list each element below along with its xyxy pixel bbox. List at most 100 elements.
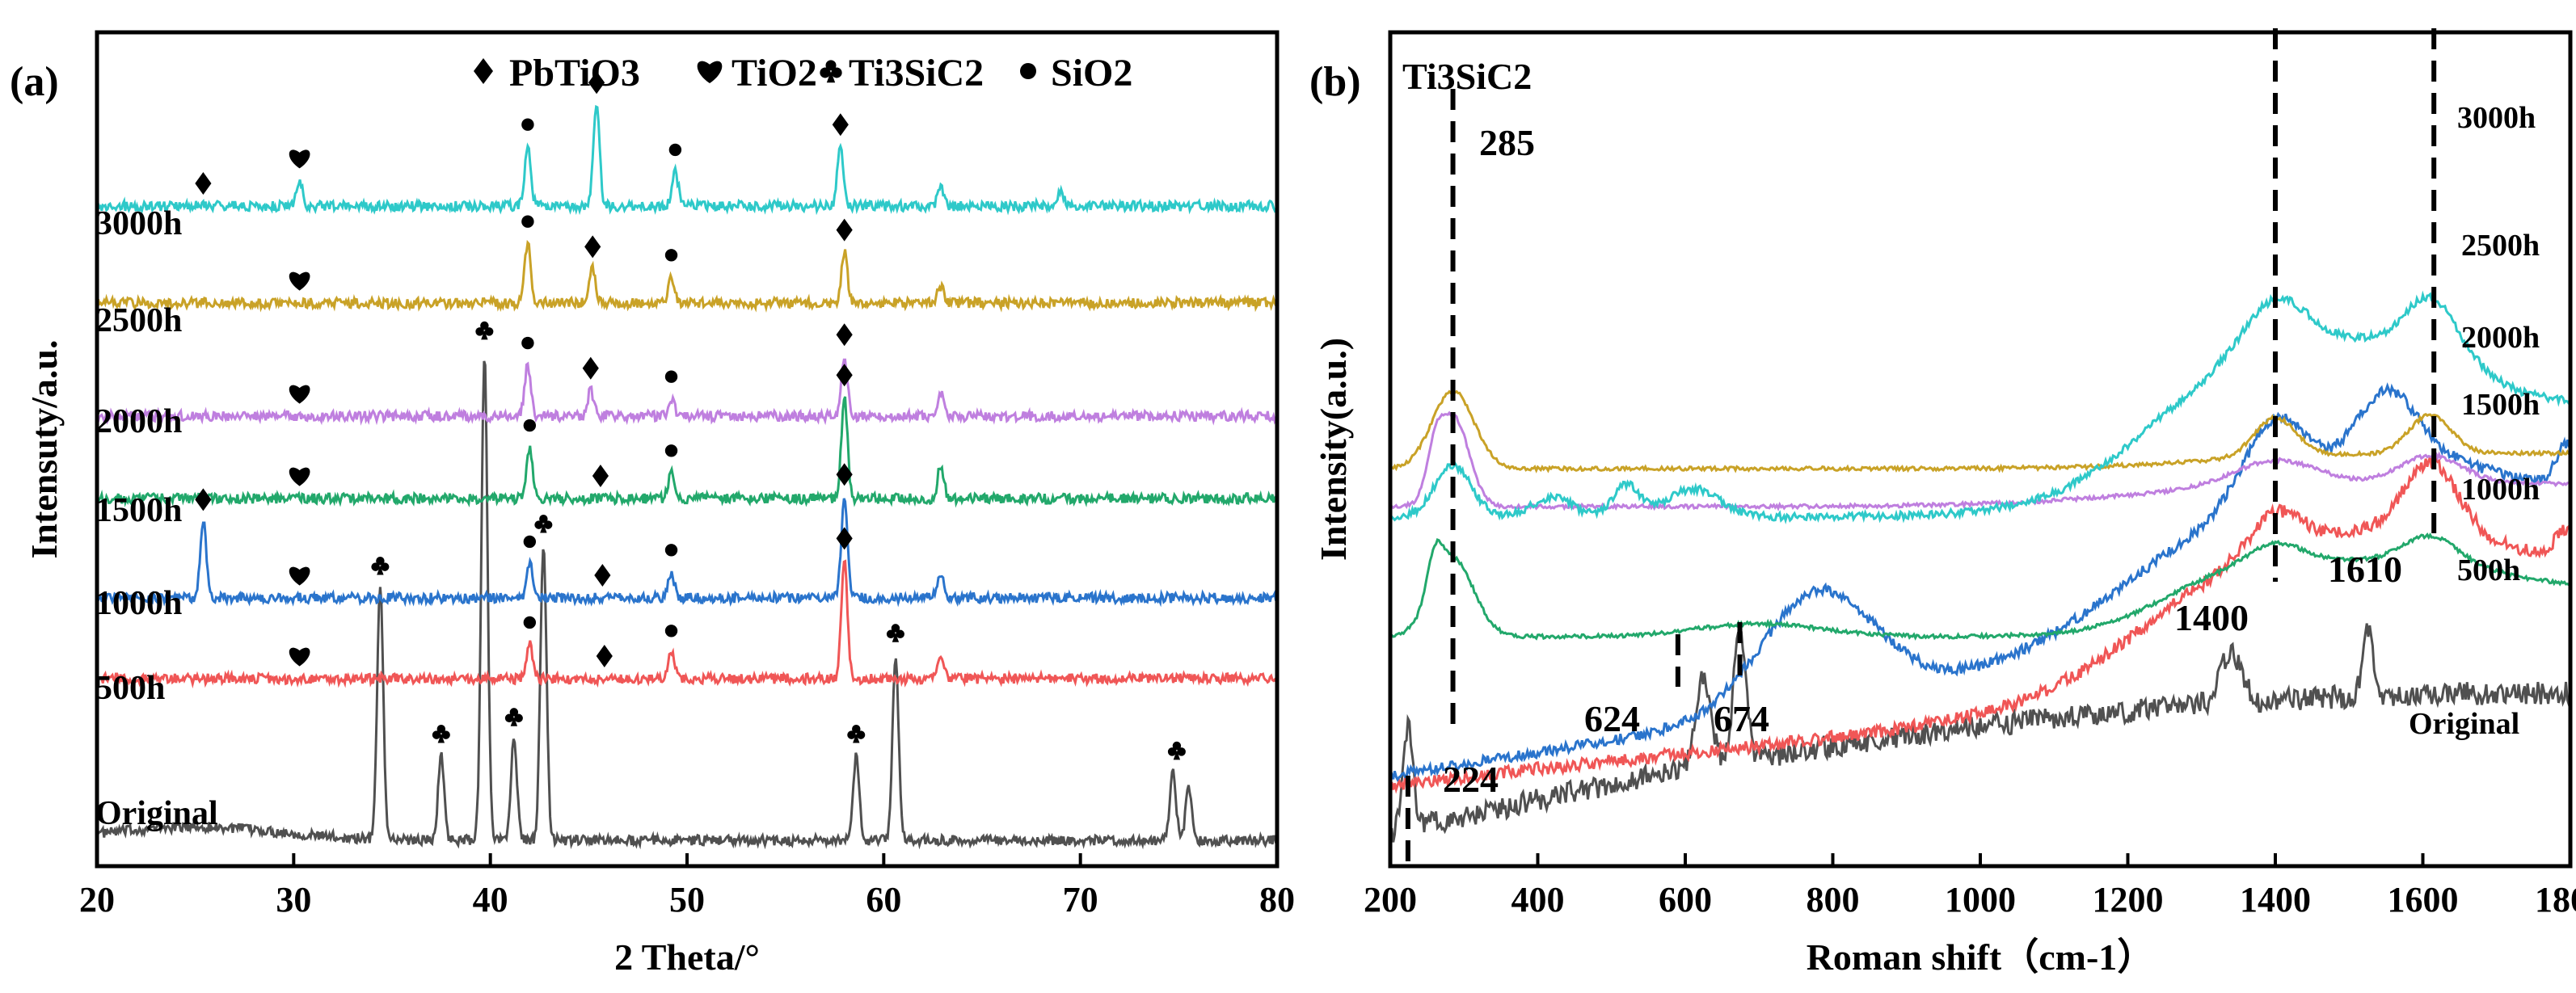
- xrd-series-labels: Original 500h 1000h 1500h 2000h 2500h 3000h: [95, 205, 218, 832]
- legend-item-sio2: SiO2: [1020, 52, 1132, 95]
- xrd-curve-2500h: [95, 239, 1277, 313]
- club-stem: [510, 717, 518, 726]
- xrd-curve-2000h: [96, 358, 1277, 426]
- raman-curve-2000h: [1389, 410, 2571, 512]
- xrd-x-tick-label: 20: [79, 880, 115, 919]
- xrd-x-tick-label: 80: [1259, 880, 1295, 919]
- xrd-x-axis: 20 30 40 50 60 70 80: [79, 853, 1295, 919]
- circle-icon: [523, 419, 537, 432]
- circle-icon: [664, 544, 678, 557]
- raman-x-tick-label: 600: [1659, 880, 1712, 919]
- raman-curve-1000h: [1389, 382, 2570, 782]
- panel-b-label: (b): [1309, 59, 1361, 105]
- raman-x-tick-label: 200: [1364, 880, 1417, 919]
- diamond-icon: [592, 465, 609, 487]
- circle-icon: [523, 535, 537, 549]
- club-icon: [886, 624, 904, 642]
- club-stem: [481, 330, 488, 340]
- raman-series-labels: Original 500h 1000h 1500h 2000h 2500h 3000h: [2409, 101, 2540, 741]
- diamond-icon: [582, 356, 599, 380]
- raman-x-tick-label: 800: [1807, 880, 1860, 919]
- club-lobe: [539, 514, 548, 524]
- xrd-x-tick-label: 70: [1063, 880, 1098, 919]
- club-lobe: [436, 724, 446, 734]
- club-icon: [504, 708, 523, 726]
- raman-plot-frame: [1388, 30, 2573, 869]
- raman-x-tick-label: 1000: [1945, 880, 2016, 919]
- raman-x-tick-label: 1200: [2093, 880, 2164, 919]
- circle-icon: [664, 625, 678, 637]
- club-lobe: [543, 520, 553, 529]
- club-lobe: [376, 556, 385, 566]
- club-stem: [853, 734, 860, 743]
- club-stem: [1173, 750, 1181, 760]
- raman-x-tick-label: 1600: [2388, 880, 2459, 919]
- xrd-curves: [95, 104, 1277, 850]
- xrd-series-label-original: Original: [95, 795, 218, 832]
- diamond-icon: [836, 364, 853, 387]
- heart-icon: [289, 385, 310, 404]
- club-icon: [432, 724, 450, 743]
- xrd-series-label-2500h: 2500h: [95, 302, 182, 339]
- diamond-icon: [195, 172, 212, 195]
- club-lobe: [514, 713, 523, 723]
- diamond-icon: [596, 645, 613, 667]
- xrd-curve-original: [95, 360, 1277, 850]
- diamond-icon: [474, 58, 493, 84]
- club-lobe: [825, 60, 837, 71]
- club-lobe: [441, 730, 450, 739]
- legend-item-ti3sic2: Ti3SiC2: [820, 52, 984, 95]
- club-lobe: [896, 629, 904, 639]
- xrd-x-axis-label: 2 Theta/°: [614, 936, 760, 978]
- legend-item-pbtio3: PbTiO3: [474, 52, 640, 95]
- club-stem: [437, 734, 445, 743]
- raman-peak-labels: 285 224 624 674 1400 1610: [1443, 122, 2402, 800]
- xrd-series-label-1000h: 1000h: [95, 585, 182, 622]
- xrd-x-tick-label: 30: [276, 880, 311, 919]
- panel-a-label: (a): [10, 59, 59, 105]
- club-icon: [475, 321, 494, 340]
- club-lobe: [509, 708, 519, 717]
- club-lobe: [891, 624, 900, 633]
- heart-icon: [289, 271, 310, 291]
- svg-text:PbTiO3: PbTiO3: [509, 52, 640, 95]
- raman-curve-500h: [1389, 456, 2572, 794]
- club-icon: [847, 724, 866, 743]
- raman-peak-label-1400: 1400: [2174, 597, 2249, 638]
- xrd-x-tick-label: 60: [866, 880, 901, 919]
- raman-y-axis-label: Intensity(a.u.): [1313, 338, 1354, 561]
- raman-series-label-3000h: 3000h: [2457, 101, 2536, 135]
- circle-icon: [521, 118, 534, 131]
- circle-icon: [664, 249, 678, 262]
- club-lobe: [847, 730, 856, 739]
- heart-icon: [289, 566, 310, 586]
- diamond-icon: [584, 235, 601, 259]
- raman-panel: (b) Original 500h 1000h 1500h 2000h 2500h 3000…: [1309, 28, 2576, 978]
- raman-curve-3000h: [1389, 290, 2572, 524]
- club-lobe: [480, 321, 489, 330]
- legend-label-ti3sic2: Ti3SiC2: [849, 52, 984, 95]
- club-stem: [377, 566, 384, 575]
- xrd-y-axis-label: Intensuty/a.u.: [23, 340, 65, 559]
- circle-icon: [523, 616, 537, 629]
- circle-icon: [664, 444, 678, 457]
- raman-peak-label-624: 624: [1584, 698, 1640, 739]
- xrd-series-label-500h: 500h: [95, 670, 165, 707]
- xrd-x-tick-label: 50: [669, 880, 705, 919]
- diamond-icon: [588, 71, 605, 95]
- circle-icon: [668, 143, 682, 157]
- raman-curve-2500h: [1389, 388, 2571, 473]
- legend-label-pbtio3: PbTiO3: [509, 52, 640, 95]
- club-lobe: [886, 629, 896, 639]
- club-stem: [540, 524, 547, 533]
- raman-peak-label-285: 285: [1479, 122, 1535, 163]
- raman-series-label-1500h: 1500h: [2461, 388, 2540, 422]
- club-lobe: [380, 562, 390, 571]
- heart-icon: [697, 61, 723, 83]
- heart-icon: [289, 467, 310, 486]
- xrd-curve-500h: [95, 559, 1277, 689]
- raman-x-axis-label: Roman shift（cm-1）: [1807, 936, 2155, 978]
- circle-icon: [664, 370, 678, 383]
